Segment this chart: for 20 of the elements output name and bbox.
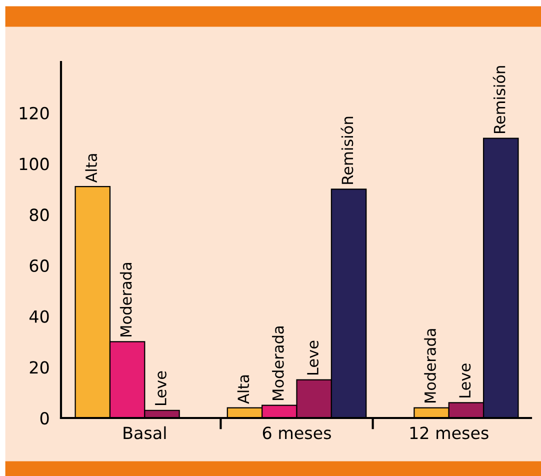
text: Moderada <box>272 326 284 400</box>
text: Leve <box>307 340 319 375</box>
text: Moderada <box>120 262 132 336</box>
x-tick-label: 12 meses <box>410 426 488 440</box>
y-tick-label: 80 <box>30 208 49 222</box>
y-tick-label: 60 <box>30 259 49 272</box>
x-tick-label: 6 meses <box>262 426 331 440</box>
text: Alta <box>85 154 98 183</box>
y-tick-label: 100 <box>20 158 49 170</box>
text: Leve <box>155 371 166 406</box>
y-tick-label: 40 <box>29 310 49 323</box>
text: Leve <box>459 364 471 398</box>
y-tick-label: 0 <box>40 412 49 425</box>
y-tick-label: 120 <box>20 106 49 120</box>
text: Moderada <box>424 329 436 403</box>
y-tick-label: 20 <box>30 361 49 374</box>
text: Remisión <box>340 116 354 184</box>
text: Alta <box>237 375 250 404</box>
text: Remisión <box>492 66 506 133</box>
x-tick-label: Basal <box>124 426 166 440</box>
